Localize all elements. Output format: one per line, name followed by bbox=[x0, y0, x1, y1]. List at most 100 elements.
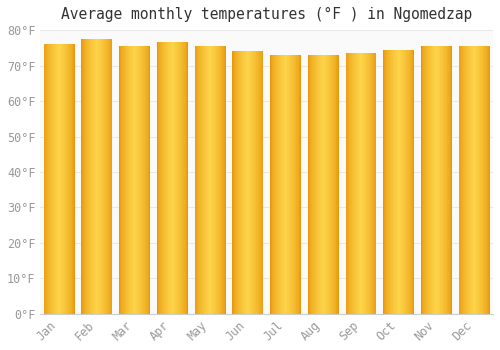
Bar bbox=[143, 46, 144, 314]
Bar bbox=[360, 53, 361, 314]
Bar bbox=[297, 55, 298, 314]
Bar bbox=[398, 50, 400, 314]
Bar bbox=[324, 55, 325, 314]
Bar bbox=[240, 51, 241, 314]
Bar bbox=[300, 55, 301, 314]
Bar bbox=[255, 51, 256, 314]
Bar bbox=[445, 46, 446, 314]
Bar bbox=[391, 50, 392, 314]
Bar bbox=[251, 51, 252, 314]
Bar bbox=[351, 53, 352, 314]
Bar bbox=[314, 55, 315, 314]
Bar bbox=[164, 42, 166, 314]
Bar bbox=[216, 46, 217, 314]
Bar bbox=[411, 50, 412, 314]
Bar bbox=[168, 42, 170, 314]
Bar bbox=[70, 44, 71, 314]
Bar bbox=[142, 46, 143, 314]
Bar bbox=[277, 55, 278, 314]
Bar bbox=[437, 46, 438, 314]
Bar bbox=[461, 46, 462, 314]
Bar bbox=[395, 50, 396, 314]
Bar bbox=[241, 51, 242, 314]
Title: Average monthly temperatures (°F ) in Ngomedzap: Average monthly temperatures (°F ) in Ng… bbox=[61, 7, 472, 22]
Bar bbox=[436, 46, 437, 314]
Bar bbox=[144, 46, 146, 314]
Bar bbox=[59, 44, 60, 314]
Bar bbox=[158, 42, 159, 314]
Bar bbox=[336, 55, 337, 314]
Bar bbox=[62, 44, 63, 314]
Bar bbox=[66, 44, 67, 314]
Bar bbox=[356, 53, 357, 314]
Bar bbox=[295, 55, 296, 314]
Bar bbox=[100, 39, 101, 314]
Bar bbox=[358, 53, 360, 314]
Bar bbox=[320, 55, 321, 314]
Bar bbox=[123, 46, 124, 314]
Bar bbox=[408, 50, 409, 314]
Bar bbox=[465, 46, 466, 314]
Bar bbox=[472, 46, 474, 314]
Bar bbox=[282, 55, 283, 314]
Bar bbox=[128, 46, 129, 314]
Bar bbox=[308, 55, 310, 314]
Bar bbox=[177, 42, 178, 314]
Bar bbox=[458, 46, 460, 314]
Bar bbox=[161, 42, 162, 314]
Bar bbox=[136, 46, 137, 314]
Bar bbox=[180, 42, 181, 314]
Bar bbox=[178, 42, 180, 314]
Bar bbox=[73, 44, 74, 314]
Bar bbox=[147, 46, 148, 314]
Bar bbox=[50, 44, 51, 314]
Bar bbox=[84, 39, 86, 314]
Bar bbox=[370, 53, 371, 314]
Bar bbox=[197, 46, 198, 314]
Bar bbox=[352, 53, 354, 314]
Bar bbox=[471, 46, 472, 314]
Bar bbox=[83, 39, 84, 314]
Bar bbox=[481, 46, 482, 314]
Bar bbox=[250, 51, 251, 314]
Bar bbox=[271, 55, 272, 314]
Bar bbox=[407, 50, 408, 314]
Bar bbox=[426, 46, 427, 314]
Bar bbox=[48, 44, 49, 314]
Bar bbox=[346, 53, 347, 314]
Bar bbox=[173, 42, 174, 314]
Bar bbox=[435, 46, 436, 314]
Bar bbox=[202, 46, 203, 314]
Bar bbox=[313, 55, 314, 314]
Bar bbox=[354, 53, 355, 314]
Bar bbox=[469, 46, 470, 314]
Bar bbox=[256, 51, 257, 314]
Bar bbox=[388, 50, 390, 314]
Bar bbox=[47, 44, 48, 314]
Bar bbox=[374, 53, 375, 314]
Bar bbox=[470, 46, 471, 314]
Bar bbox=[482, 46, 484, 314]
Bar bbox=[321, 55, 322, 314]
Bar bbox=[106, 39, 107, 314]
Bar bbox=[434, 46, 435, 314]
Bar bbox=[68, 44, 69, 314]
Bar bbox=[278, 55, 280, 314]
Bar bbox=[93, 39, 94, 314]
Bar bbox=[126, 46, 127, 314]
Bar bbox=[196, 46, 197, 314]
Bar bbox=[394, 50, 395, 314]
Bar bbox=[296, 55, 297, 314]
Bar bbox=[127, 46, 128, 314]
Bar bbox=[334, 55, 335, 314]
Bar bbox=[257, 51, 258, 314]
Bar bbox=[406, 50, 407, 314]
Bar bbox=[400, 50, 401, 314]
Bar bbox=[372, 53, 374, 314]
Bar bbox=[468, 46, 469, 314]
Bar bbox=[387, 50, 388, 314]
Bar bbox=[422, 46, 424, 314]
Bar bbox=[467, 46, 468, 314]
Bar bbox=[200, 46, 201, 314]
Bar bbox=[130, 46, 131, 314]
